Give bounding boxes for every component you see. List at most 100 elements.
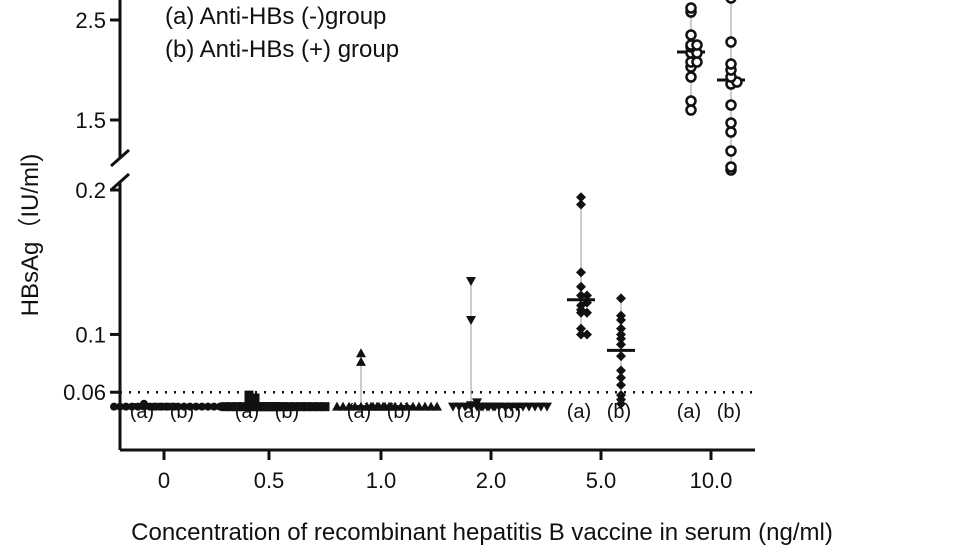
point-0.5-b xyxy=(308,402,318,412)
point-0-a xyxy=(122,402,130,411)
point-0-b xyxy=(198,402,206,411)
point-5.0-a xyxy=(582,297,592,308)
point-0.5-b xyxy=(254,402,264,412)
legend-entry-a: (a) Anti-HBs (-)group xyxy=(165,3,386,30)
point-0.5-b xyxy=(320,402,330,412)
point-5.0-b xyxy=(616,390,626,401)
point-2.0-a xyxy=(466,316,476,325)
x-category-label-0.5: 0.5 xyxy=(254,468,285,493)
point-5.0-b xyxy=(616,329,626,340)
point-5.0-a xyxy=(576,199,586,210)
point-5.0-a xyxy=(576,192,586,203)
group-label-2.0-b: (b) xyxy=(497,401,521,423)
axis-break-mark-bottom xyxy=(110,172,130,192)
axes xyxy=(110,0,755,460)
point-0.5-b xyxy=(314,402,324,412)
group-label-1.0-a: (a) xyxy=(347,401,371,423)
point-0-b xyxy=(156,402,164,411)
point-5.0-a xyxy=(576,329,586,340)
x-category-labels: 0 0.5 1.0 2.0 5.0 10.0 xyxy=(158,468,733,493)
point-0-b xyxy=(150,402,158,411)
point-1.0-a xyxy=(332,401,342,411)
point-10.0-b xyxy=(725,99,737,111)
y-tick-label-2.5: 2.5 xyxy=(75,8,106,33)
point-0-b xyxy=(174,402,182,411)
point-10.0-a xyxy=(685,71,697,83)
point-10.0-a xyxy=(685,104,697,116)
point-0.5-b xyxy=(272,402,282,412)
point-0.5-a xyxy=(244,396,254,406)
point-5.0-a xyxy=(576,290,586,301)
point-0.5-b xyxy=(296,402,306,412)
point-5.0-b xyxy=(616,323,626,334)
point-5.0-a xyxy=(576,281,586,292)
point-10.0-b xyxy=(725,58,737,70)
point-0.5-b xyxy=(284,402,294,412)
point-0.5-a xyxy=(238,402,248,412)
point-10.0-b xyxy=(725,145,737,157)
point-10.0-b xyxy=(725,126,737,138)
point-1.0-a xyxy=(356,356,366,366)
point-10.0-a xyxy=(685,29,697,41)
x-category-label-0: 0 xyxy=(158,468,170,493)
group-label-5.0-a: (a) xyxy=(567,401,591,423)
x-category-label-10.0: 10.0 xyxy=(690,468,733,493)
group-label-0.5-a: (a) xyxy=(235,401,259,423)
point-0-a xyxy=(128,402,136,411)
point-0.5-a xyxy=(250,393,260,403)
point-5.0-a xyxy=(576,323,586,334)
point-10.0-b xyxy=(725,161,737,173)
point-0.5-b xyxy=(278,402,288,412)
point-1.0-b xyxy=(432,401,442,411)
point-1.0-b xyxy=(366,401,376,411)
point-10.0-a xyxy=(691,39,703,51)
point-0-b xyxy=(186,402,194,411)
y-ticks: 0.06 0.1 0.2 1.5 2.5 xyxy=(63,8,120,405)
point-5.0-b xyxy=(616,310,626,321)
group-label-2.0-a: (a) xyxy=(457,401,481,423)
point-2.0-b xyxy=(476,402,486,412)
point-5.0-b xyxy=(616,339,626,350)
point-5.0-a xyxy=(576,267,586,278)
data-points xyxy=(110,0,743,412)
point-5.0-b xyxy=(616,293,626,304)
point-0.5-a xyxy=(220,402,230,412)
group-label-5.0-b: (b) xyxy=(607,401,631,423)
point-5.0-b xyxy=(616,380,626,390)
point-0.5-b xyxy=(302,402,312,412)
point-0.5-a xyxy=(226,402,236,412)
x-category-label-5.0: 5.0 xyxy=(586,468,617,493)
group-label-1.0-b: (b) xyxy=(387,401,411,423)
point-10.0-b xyxy=(725,0,737,4)
point-0-b xyxy=(162,402,170,411)
point-2.0-a xyxy=(466,401,476,411)
point-0-b xyxy=(204,402,212,411)
point-0.5-b xyxy=(290,402,300,412)
point-0-a xyxy=(140,399,148,408)
point-0.5-a xyxy=(244,390,254,400)
point-5.0-b xyxy=(616,365,626,376)
group-label-10.0-b: (b) xyxy=(717,401,741,423)
point-0-b xyxy=(168,402,176,411)
point-0.5-b xyxy=(260,402,270,412)
point-10.0-b xyxy=(725,117,737,129)
point-0.5-a xyxy=(232,402,242,412)
y-tick-label-1.5: 1.5 xyxy=(75,108,106,133)
point-0-b xyxy=(210,402,218,411)
group-label-10.0-a: (a) xyxy=(677,401,701,423)
group-label-0-b: (b) xyxy=(170,401,194,423)
group-labels: (a) (b) (a) (b) (a) (b) (a) (b) (a) (b) (a) (b) xyxy=(130,401,741,423)
point-10.0-a xyxy=(685,95,697,107)
point-5.0-b xyxy=(616,351,626,362)
point-2.0-a xyxy=(448,402,458,412)
point-1.0-a xyxy=(356,348,366,358)
y-tick-label-0.06: 0.06 xyxy=(63,380,106,405)
point-2.0-b xyxy=(542,402,552,412)
y-tick-label-0.1: 0.1 xyxy=(75,322,106,347)
group-label-0-a: (a) xyxy=(130,401,154,423)
x-category-label-2.0: 2.0 xyxy=(476,468,507,493)
point-5.0-a xyxy=(582,329,592,340)
point-0-b xyxy=(180,402,188,411)
x-category-label-1.0: 1.0 xyxy=(366,468,397,493)
